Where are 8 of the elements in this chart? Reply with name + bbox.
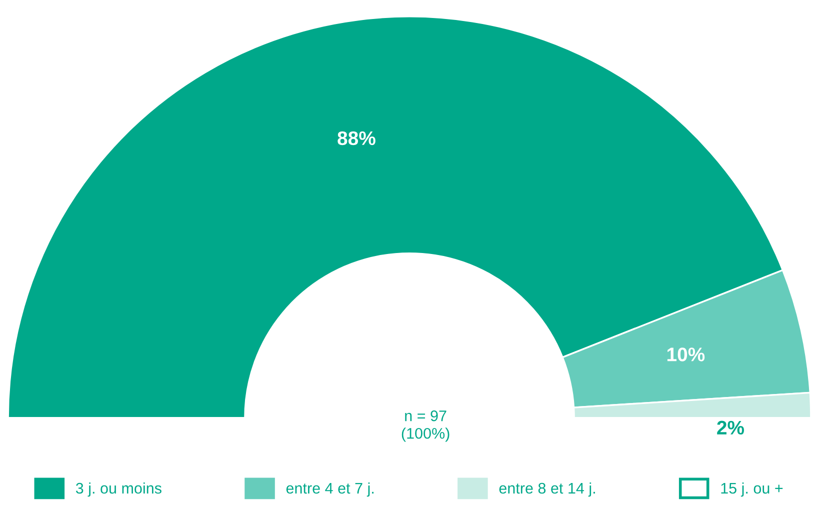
legend-label: entre 4 et 7 j. <box>286 482 374 497</box>
legend-label: 15 j. ou + <box>721 482 783 497</box>
legend-label: 3 j. ou moins <box>76 482 162 497</box>
data-label: 2% <box>717 420 744 435</box>
legend-label: entre 8 et 14 j. <box>499 482 595 497</box>
text: n = 97 (100%) <box>402 410 450 442</box>
data-label: 10% <box>667 348 705 362</box>
data-label: 88% <box>338 131 376 146</box>
